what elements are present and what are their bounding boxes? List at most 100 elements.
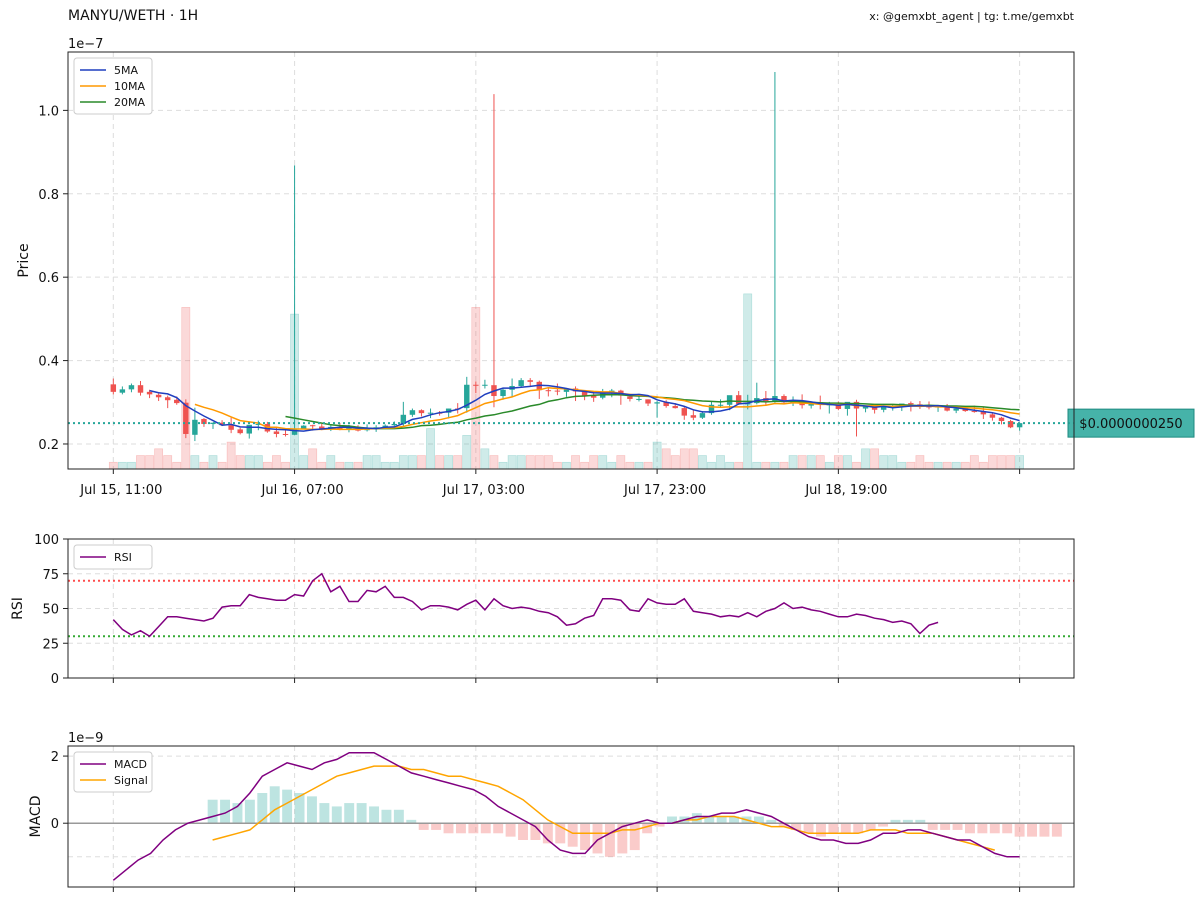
macd-histogram-bar [207, 799, 218, 824]
candle-body [427, 412, 434, 414]
volume-bar [344, 461, 354, 470]
candle-body [445, 408, 452, 413]
macd-histogram-bar [729, 816, 740, 824]
macd-histogram-bar [431, 823, 442, 830]
volume-bar [906, 461, 916, 470]
macd-histogram-bar [331, 806, 342, 824]
candle-body [418, 410, 425, 414]
rsi-ytick-label: 75 [42, 568, 59, 583]
volume-bar [389, 461, 399, 470]
macd-histogram-bar [940, 823, 951, 830]
macd-histogram-bar [952, 823, 963, 830]
candle-body [536, 381, 542, 391]
macd-histogram-bar [989, 823, 1000, 834]
volume-bar [317, 461, 327, 470]
macd-histogram-bar [443, 823, 454, 834]
candle-body [581, 391, 588, 396]
macd-histogram-bar [778, 823, 789, 827]
last-price-box [1067, 408, 1195, 438]
candle-body [944, 406, 950, 411]
volume-bar [598, 455, 608, 470]
macd-histogram-bar [393, 809, 404, 824]
price-ytick-label: 1.0 [38, 104, 59, 119]
volume-bar [951, 461, 961, 470]
candle-body [500, 389, 506, 397]
macd-histogram-bar [977, 823, 988, 834]
macd-line [112, 751, 1020, 881]
volume-bar [716, 455, 725, 470]
price-xtick-label: Jul 16, 07:00 [261, 483, 344, 498]
rsi-legend-box [73, 544, 153, 570]
rsi-line [112, 572, 939, 638]
volume-bar [698, 455, 707, 470]
macd-histogram-bar [890, 819, 901, 824]
volume-bar [806, 455, 816, 470]
macd-histogram-bar [220, 799, 231, 824]
volume-bar [226, 441, 236, 470]
macd-histogram-bar [518, 823, 528, 840]
candle-body [871, 406, 878, 410]
credit-text: x: @gemxbt_agent | tg: t.me/gemxbt [869, 10, 1074, 23]
candle-body [409, 410, 416, 415]
macd-histogram-bar [406, 819, 417, 824]
macd-histogram-bar [530, 823, 541, 840]
macd-histogram-bar [915, 819, 926, 824]
rsi-ytick-label: 50 [42, 603, 59, 618]
candle-body [862, 406, 869, 409]
volume-bar [562, 461, 571, 470]
candle-body [1007, 421, 1014, 428]
candle-body [627, 396, 633, 399]
price-ytick-label: 0.6 [38, 271, 59, 286]
candle-body [726, 395, 733, 405]
price-xtick-label: Jul 15, 11:00 [79, 483, 162, 498]
volume-bar [145, 455, 154, 470]
macd-histogram-bar [468, 823, 479, 834]
macd-histogram-bar [493, 823, 504, 834]
volume-bar [870, 448, 879, 470]
candle-body [690, 415, 697, 418]
volume-bar [244, 455, 254, 470]
macd-histogram-bar [654, 823, 665, 827]
macd-histogram-bar [480, 823, 491, 834]
volume-bar [634, 461, 644, 470]
volume-bar [199, 461, 209, 470]
macd-ylabel: MACD [28, 796, 44, 838]
candle-body [962, 408, 968, 412]
macd-histogram-bar [294, 793, 305, 824]
rsi-legend-entry: RSI [114, 551, 132, 564]
volume-bar [480, 448, 490, 470]
volume-bar [453, 455, 463, 470]
price-legend-entry: 10MA [114, 80, 145, 93]
macd-histogram-bar [803, 823, 814, 834]
volume-bar [272, 455, 281, 470]
candle-body [473, 384, 479, 386]
macd-histogram-bar [344, 803, 355, 824]
candle-body [781, 396, 787, 403]
macd-histogram-bar [791, 823, 802, 830]
volume-bar [444, 455, 454, 470]
volume-bar [797, 455, 807, 470]
candle-body [654, 402, 660, 404]
candle-body [672, 406, 678, 409]
candle-body [137, 385, 144, 393]
volume-bar [1015, 455, 1024, 470]
macd-histogram-bar [927, 823, 938, 830]
volume-bar [770, 461, 780, 470]
macd-histogram-bar [455, 823, 466, 834]
candle-body [699, 413, 706, 418]
candle-body [908, 403, 914, 405]
rsi-ylabel: RSI [10, 597, 26, 620]
candle-body [980, 411, 987, 415]
signal-line [212, 765, 995, 851]
macd-histogram-bar [964, 823, 975, 834]
candle-body [201, 418, 207, 424]
candle-body [545, 390, 552, 392]
macd-histogram-bar [567, 823, 578, 847]
macd-histogram-bar [902, 819, 913, 824]
candle-body [645, 399, 651, 404]
volume-bar [879, 455, 889, 470]
candle-body [708, 404, 715, 414]
macd-histogram-bar [418, 823, 429, 830]
macd-histogram-bar [878, 823, 889, 827]
